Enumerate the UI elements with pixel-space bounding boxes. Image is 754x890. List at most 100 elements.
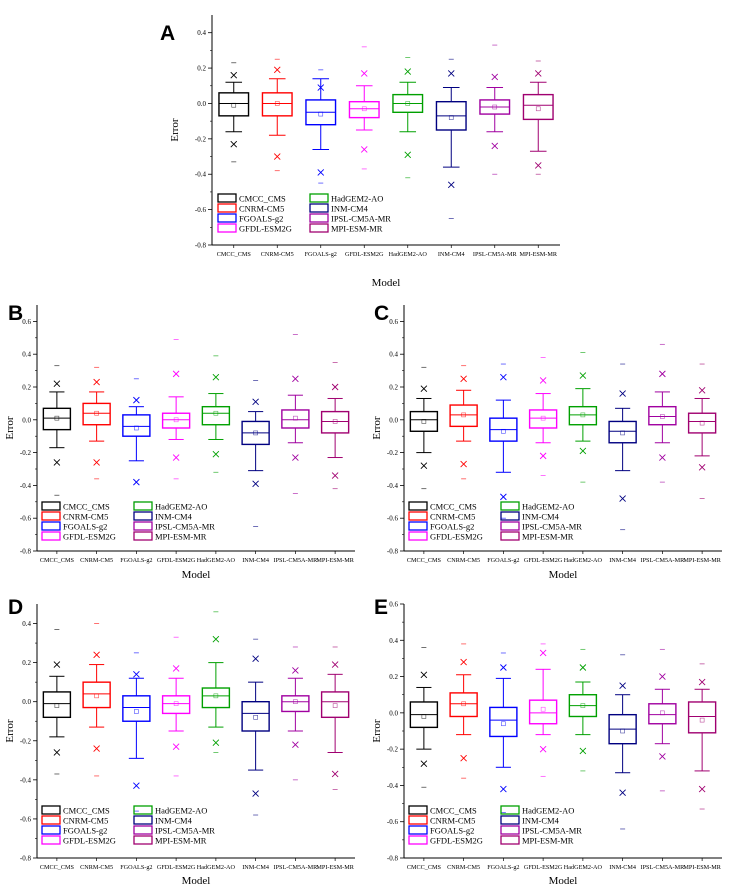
legend-label-7: MPI-ESM-MR [155,532,207,542]
panel-C: C -0.8 -0.6 -0.4 -0.2 0.0 0.2 0.4 0.6 Error CMCC_C… [371,302,722,581]
outlier-x-1-b [659,454,666,461]
box-HadGEM2-AO [201,355,231,473]
legend-label-5: IPSL-CM5A-MR [155,826,215,836]
legend-label-0: CMCC_CMS [63,806,110,816]
legend-label-3: INM-CM4 [522,816,560,826]
outlier-x-1 [53,459,61,466]
iqr-box [568,405,598,426]
outlier-x-0-b [93,378,100,386]
box-IPSL-CM5A-MR [281,334,310,495]
outlier-x-1-b [420,760,428,767]
y-tick-label: 0.4 [22,620,31,628]
outlier-x-1-b [317,169,325,176]
outlier-x-1-b [659,753,666,760]
y-tick-label: 0.4 [389,637,398,645]
mean-marker [94,693,99,699]
outlier-x-0 [93,378,100,386]
outlier-x-1 [500,493,507,501]
outlier-x-0 [273,66,281,74]
outlier-x-0-b [292,667,299,674]
legend-swatch [408,815,428,825]
outlier-x-0-b [420,385,428,392]
legend-swatch [41,835,61,845]
box-HadGEM2-AO [392,57,424,179]
outlier-x-0 [53,380,61,388]
x-tick-label-1: CNRM-CM5 [447,864,480,871]
legend-swatch [309,193,329,203]
x-tick-label-5: INM-CM4 [242,864,269,871]
mean-marker [361,106,367,112]
legend-swatch [500,521,520,531]
box-HadGEM2-AO [568,648,598,772]
legend-swatch [408,805,428,815]
y-tick-label: -0.4 [387,482,399,490]
outlier-x-0 [252,398,259,406]
outlier-x-0 [53,661,61,668]
x-tick-label-7: MPI-ESM-MR [316,557,354,564]
outlier-x-0-b [460,375,467,383]
outlier-x-0 [292,667,299,674]
outlier-x-1-b [292,454,299,461]
y-axis-label: Error [169,118,181,142]
outlier-x-0 [212,373,220,381]
iqr-box [122,414,151,437]
legend-label-5: IPSL-CM5A-MR [522,826,582,836]
legend-swatch [408,501,428,511]
mean-marker [173,417,179,423]
legend-label-5: IPSL-CM5A-MR [522,522,582,532]
mean-marker [501,721,506,727]
x-tick-label-2: FGOALS-g2 [487,557,519,564]
legend: CMCC_CMS HadGEM2-AO CNRM-CM5 INM-CM4 FGOALS-… [41,501,215,542]
outlier-x-1-b [420,462,428,470]
y-tick-label: -0.4 [20,776,32,784]
outlier-x-0-b [579,372,587,379]
x-tick-label-0: CMCC_CMS [217,251,252,258]
y-tick-label: -0.2 [387,449,399,457]
outlier-x-0 [491,73,499,81]
legend-swatch [41,825,61,835]
box-MPI-ESM-MR [687,663,717,810]
box-GFDL-ESM2G [161,636,191,777]
legend-swatch [408,521,428,531]
mean-marker [318,111,324,117]
outlier-x-0 [360,70,368,77]
mean-marker [421,419,427,424]
outlier-x-1-b [172,454,180,461]
legend-swatch [408,835,428,845]
iqr-box [522,93,554,121]
x-tick-label-5: INM-CM4 [609,864,636,871]
iqr-box [161,695,191,715]
outlier-x-1 [133,478,140,486]
outlier-x-1-b [539,745,547,753]
legend-swatch [41,815,61,825]
iqr-box [281,695,310,713]
iqr-box [409,410,439,432]
outlier-x-1 [579,447,587,455]
y-tick-label: 0.2 [389,384,398,392]
box-FGOALS-g2 [489,652,518,814]
outlier-x-0-b [698,678,706,686]
outlier-x-1 [93,745,100,752]
y-tick-label: 0.0 [389,416,398,424]
outlier-x-1 [698,464,706,471]
outlier-x-0 [317,84,325,91]
mean-marker [699,420,705,426]
outlier-x-1 [420,760,428,767]
x-tick-label-6: IPSL-CM5A-MR [274,864,319,871]
box-FGOALS-g2 [305,69,337,184]
x-tick-label-6: IPSL-CM5A-MR [473,251,518,258]
legend: CMCC_CMS HadGEM2-AO CNRM-CM5 INM-CM4 FGOALS-… [408,501,582,542]
legend-label-7: MPI-ESM-MR [522,836,574,846]
box-MPI-ESM-MR [320,646,350,791]
outlier-x-1 [698,785,706,793]
outlier-x-1-b [500,493,507,501]
outlier-x-1 [172,743,180,750]
legend-label-0: CMCC_CMS [430,806,477,816]
outlier-x-0-b [212,373,220,381]
x-tick-label-1: CNRM-CM5 [80,557,113,564]
box-GFDL-ESM2G [348,46,380,170]
x-tick-label-1: CNRM-CM5 [80,864,113,871]
x-tick-label-4: HadGEM2-AO [564,864,603,871]
